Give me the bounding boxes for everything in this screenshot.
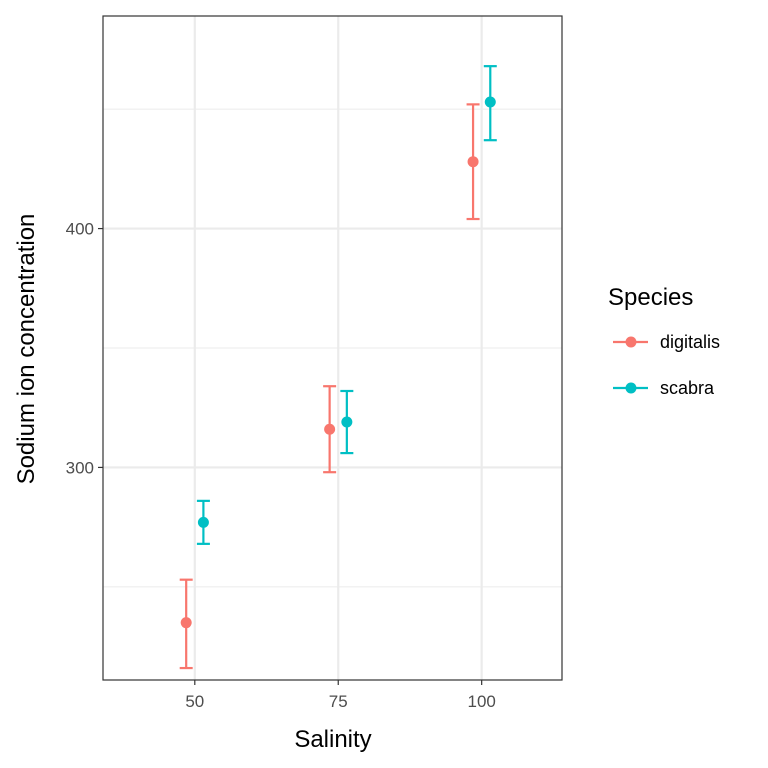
legend-key-point-scabra [625,382,637,394]
x-axis-title: Salinity [294,726,371,753]
legend: Species digitalis scabra [608,284,720,398]
x-tick-label: 50 [185,692,204,711]
plot-panel [102,15,563,681]
data-point-scabra [341,416,353,428]
plot-marks [179,65,497,670]
data-point-digitalis [467,156,479,168]
data-point-digitalis [324,423,336,435]
data-point-scabra [197,516,209,528]
legend-title: Species [608,284,693,311]
legend-label-scabra: scabra [660,378,715,398]
panel-border [102,15,563,681]
legend-key-point-digitalis [625,336,637,348]
x-tick-label: 100 [467,692,495,711]
data-point-digitalis [180,617,192,629]
y-tick-label: 400 [66,220,94,239]
legend-label-digitalis: digitalis [660,332,720,352]
data-point-scabra [484,96,496,108]
y-axis-title: Sodium ion concentration [13,214,40,485]
x-tick-label: 75 [329,692,348,711]
axes: Salinity Sodium ion concentration 50 75 10… [13,214,496,753]
y-tick-label: 300 [66,458,94,477]
